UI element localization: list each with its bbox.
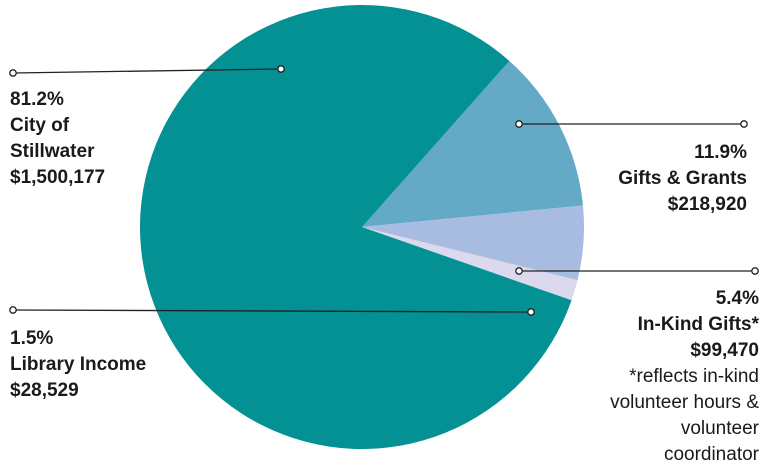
slice-library-income [362,227,578,301]
label-gifts-amount: $218,920 [667,194,747,215]
label-library-income: 1.5% Library Income $28,529 [10,326,146,404]
label-inkind-note-line4: coordinator [663,444,759,465]
label-inkind-amount: $99,470 [690,340,759,361]
leader-line-library [12,309,532,313]
pie-slices [139,5,585,450]
leader-dot-library-inner [527,308,535,316]
label-city-of-stillwater: 81.2% City of Stillwater $1,500,177 [10,87,105,191]
label-inkind-note-line3: volunteer [680,418,759,439]
slice-gifts-and-grants [362,60,583,227]
label-gifts-percent: 11.9% [694,142,747,163]
label-city-name-line1: City of [10,115,70,136]
label-library-amount: $28,529 [10,380,79,401]
label-gifts-and-grants: 11.9% Gifts & Grants $218,920 [618,140,747,218]
label-city-percent: 81.2% [10,89,64,110]
label-inkind-note-line2: volunteer hours & [610,392,759,413]
label-gifts-name: Gifts & Grants [618,168,747,189]
label-library-percent: 1.5% [10,328,54,349]
label-inkind-note-line1: *reflects in-kind [629,366,759,387]
leader-dot-inkind-inner [515,267,523,275]
label-inkind-percent: 5.4% [715,288,759,309]
label-city-amount: $1,500,177 [10,167,106,188]
leader-dot-city-inner [277,65,285,73]
leader-lines [9,65,759,316]
label-inkind-name: In-Kind Gifts* [637,314,759,335]
leader-line-city [12,68,282,74]
leader-dot-gifts-outer [740,120,748,128]
label-in-kind-gifts: 5.4% In-Kind Gifts* $99,470 *reflects in… [610,286,759,468]
slice-city-of-stillwater [139,5,572,450]
leader-dot-library-outer [9,306,17,314]
slice-in-kind-gifts [362,205,585,281]
label-city-name-line2: Stillwater [10,141,95,162]
leader-dot-inkind-outer [751,267,759,275]
label-library-name: Library Income [10,354,147,375]
leader-dot-city-outer [9,69,17,77]
leader-dot-gifts-inner [515,120,523,128]
